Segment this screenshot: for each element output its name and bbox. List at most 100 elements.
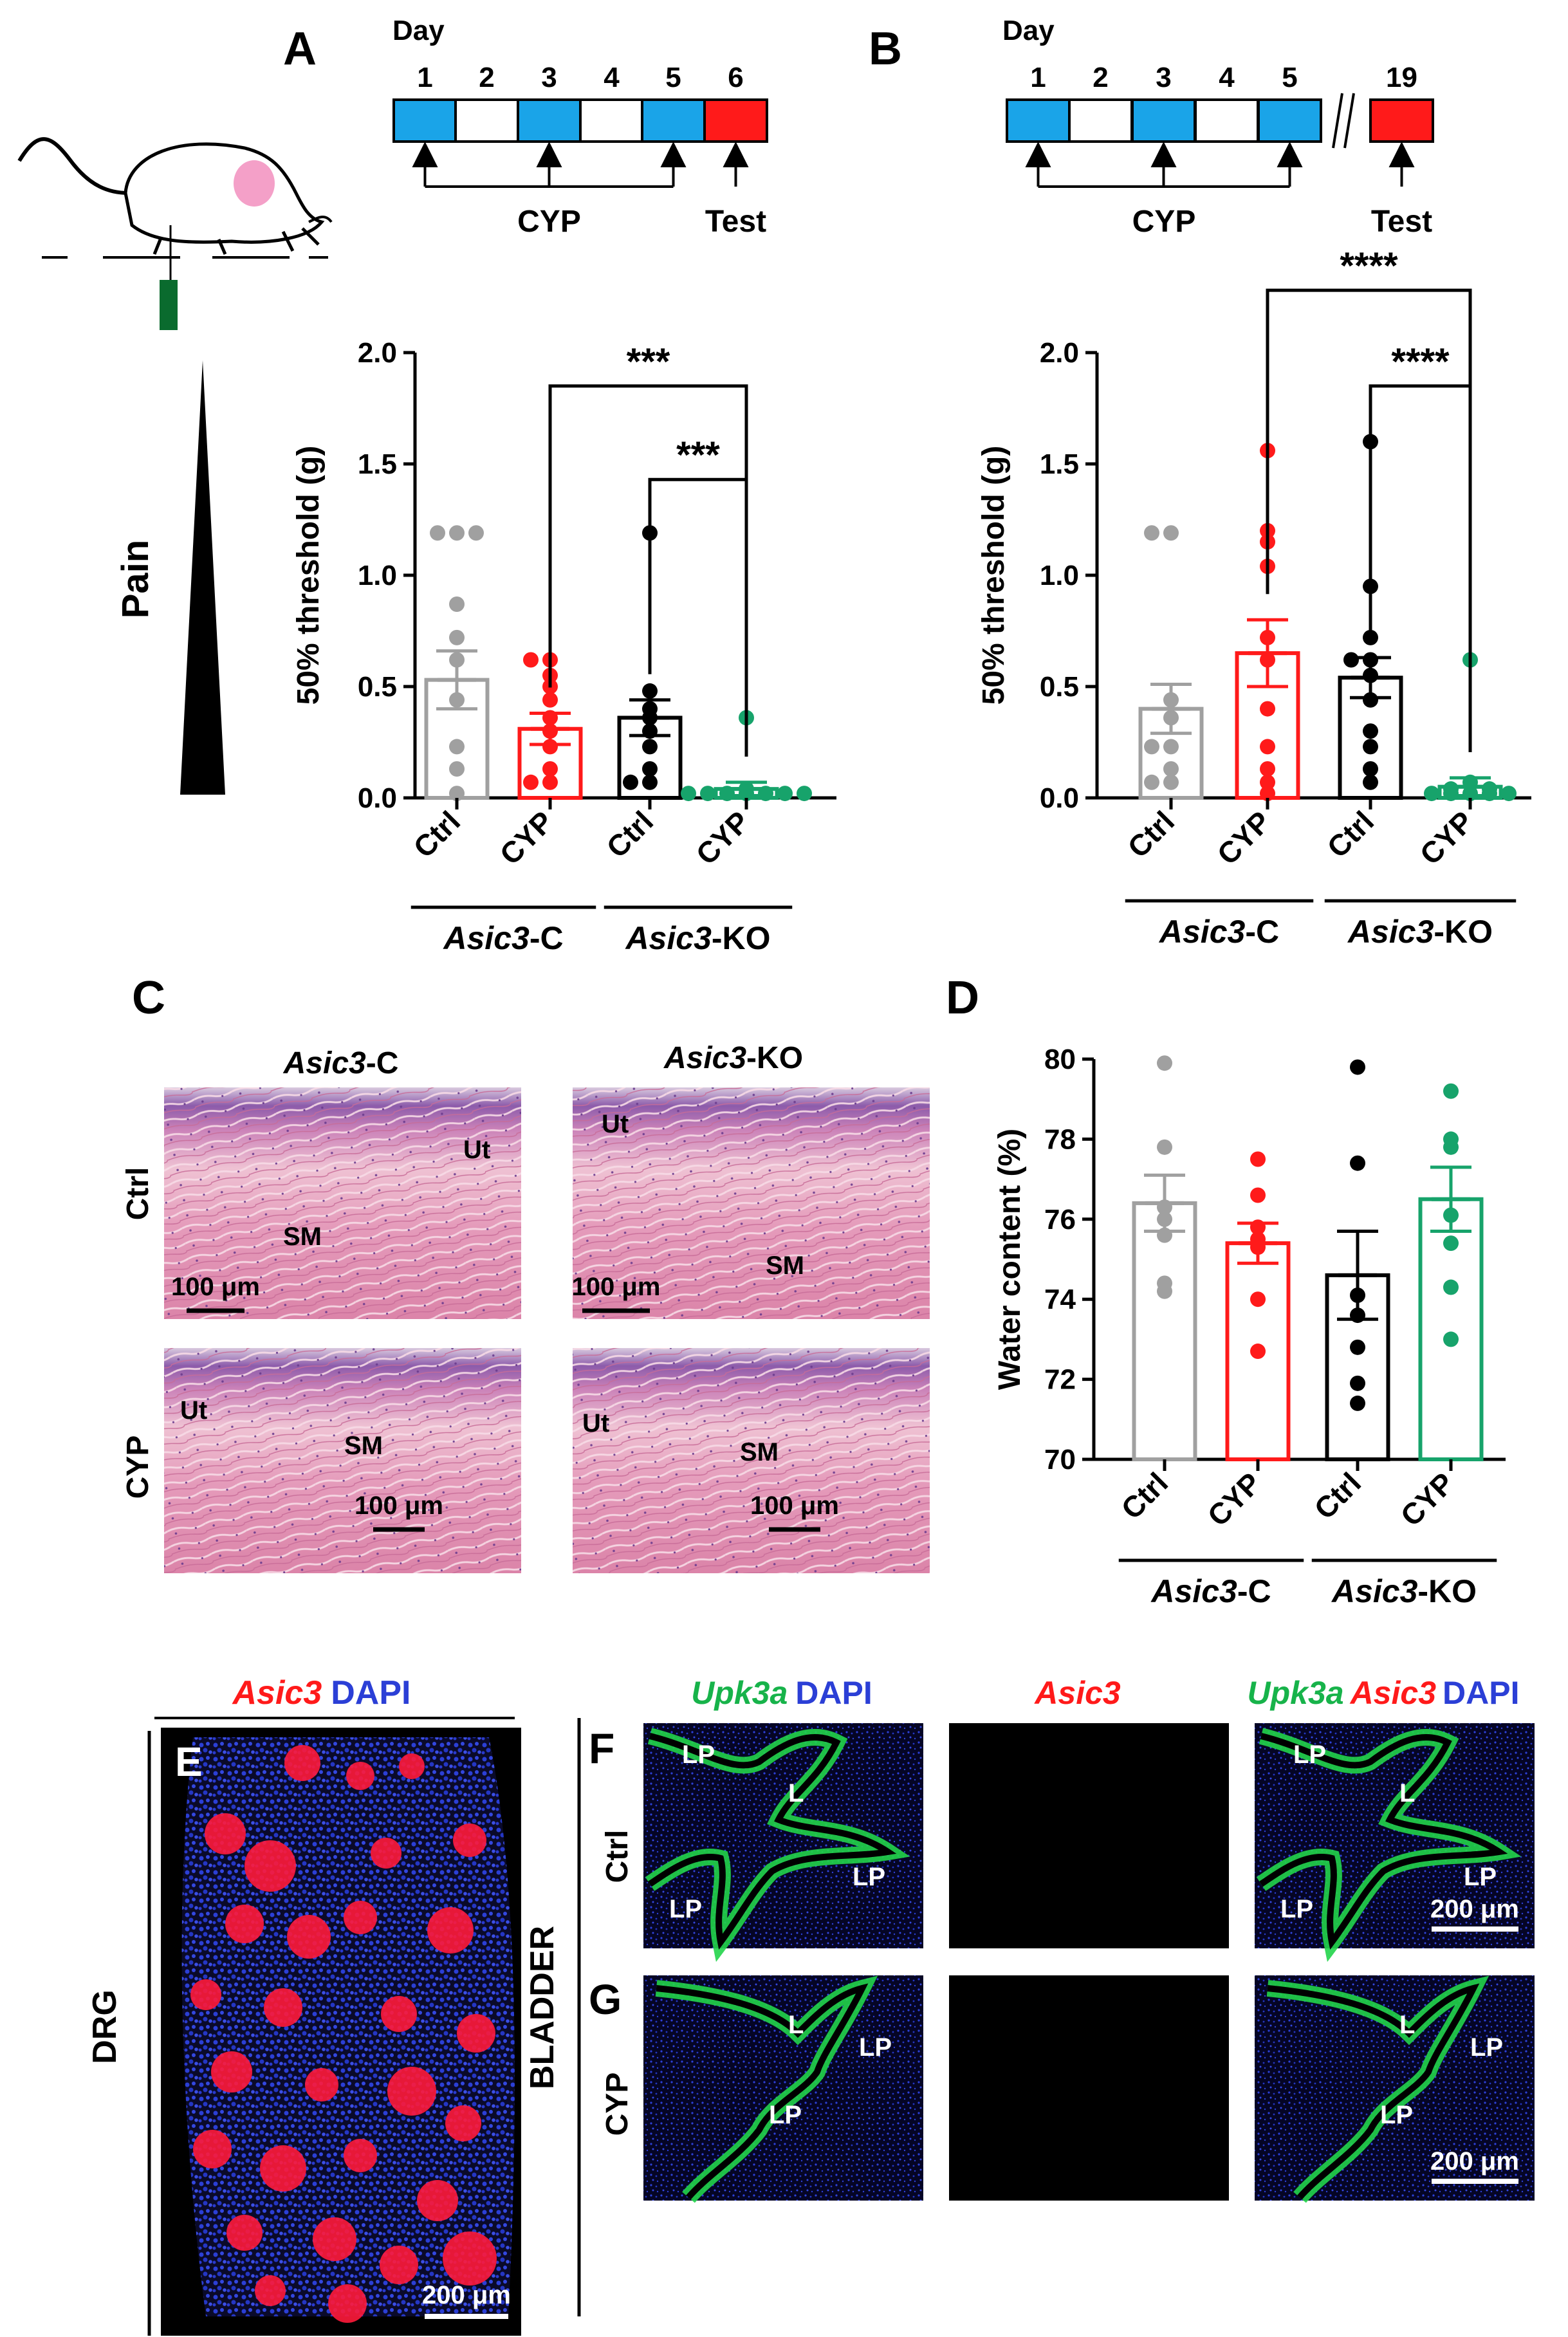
he-urothelium-label: Ut — [582, 1409, 609, 1437]
data-point — [1144, 774, 1159, 790]
data-point — [449, 761, 465, 777]
asic3-channel-image — [949, 1975, 1229, 2201]
data-point — [449, 652, 465, 668]
bladder-image — [643, 1975, 923, 2201]
panel-f-header-1: Upk3a DAPI — [691, 1675, 872, 1711]
he-scale-label: 100 μm — [171, 1273, 260, 1301]
data-point — [1163, 774, 1179, 790]
data-point — [1350, 1307, 1365, 1324]
significance-stars: **** — [1391, 341, 1450, 383]
y-tick-label: 1.5 — [358, 448, 397, 480]
he-muscle-fibers — [164, 1348, 521, 1573]
data-point — [1443, 1235, 1459, 1252]
panel-a: A Day 1 2 3 4 5 6 CYP Test Pain 0.0 0.5 1.0 1.5 2.0… — [17, 15, 836, 956]
timeline-day-number: 2 — [1093, 62, 1108, 93]
y-tick-label: 0.0 — [358, 782, 397, 814]
bladder-scale-label: 200 μm — [1430, 1895, 1519, 1923]
bladder-region-label: LP — [1470, 2033, 1503, 2062]
data-point — [1363, 774, 1378, 790]
timeline-test-label: Test — [705, 205, 766, 239]
drg-neuron — [244, 1840, 296, 1892]
x-tick-label: Ctrl — [1307, 1466, 1367, 1526]
data-point — [1443, 786, 1459, 802]
timeline-a-day-label: Day — [392, 15, 445, 46]
drg-neuron — [453, 1824, 486, 1857]
he-muscle-fibers — [164, 1087, 521, 1319]
x-tick-label: Ctrl — [1114, 1466, 1174, 1526]
data-point — [449, 629, 465, 645]
timeline-break-mark — [1343, 93, 1355, 149]
data-point — [542, 692, 558, 708]
data-point — [468, 525, 484, 541]
data-point — [642, 710, 658, 726]
he-smooth-muscle-label: SM — [766, 1252, 804, 1280]
drg-neuron — [387, 2067, 436, 2116]
timeline-day-box — [1068, 98, 1133, 143]
x-tick-label: Ctrl — [600, 804, 659, 864]
data-point — [642, 761, 658, 777]
mouse-body — [124, 142, 325, 244]
data-point — [1363, 652, 1378, 668]
y-tick-label: 80 — [1044, 1044, 1076, 1075]
data-point — [1363, 692, 1378, 708]
timeline-day-number: 19 — [1386, 62, 1417, 93]
he-smooth-muscle-label: SM — [740, 1438, 779, 1466]
y-tick-label: 1.0 — [1040, 560, 1079, 591]
panel-c-row-label-ctrl: Ctrl — [121, 1167, 155, 1221]
data-point — [1462, 786, 1478, 802]
he-scale-label: 100 μm — [750, 1492, 839, 1520]
bladder-region-label: LP — [669, 1895, 702, 1923]
asic3-channel-image — [949, 1723, 1229, 1948]
panel-letter-d: D — [946, 972, 979, 1024]
y-axis-title: Water content (%) — [993, 1129, 1027, 1390]
bladder-image-grid: LP L LP LP LP L LP LP 200 μm L LP LP L LP LP 200 μm — [643, 1723, 1535, 2203]
drg-neuron — [284, 1745, 320, 1781]
panel-e: Asic3 DAPI DRG E 200 μm — [86, 1674, 521, 2336]
data-point — [1501, 786, 1517, 802]
mouse-tail — [17, 137, 129, 195]
bladder-region-label: LP — [769, 2101, 802, 2129]
timeline-day-box — [1257, 98, 1322, 143]
timeline-day-number: 3 — [541, 62, 557, 93]
data-point — [1157, 1211, 1172, 1227]
panel-d: D 70 72 74 76 78 80 Water content (%) Ctrl CYP Ct… — [946, 972, 1506, 1609]
data-point — [700, 786, 715, 802]
x-tick-label: CYP — [1413, 804, 1480, 871]
drg-neuron — [205, 1813, 246, 1854]
panel-fg: Upk3a DAPI Asic3 Upk3a Asic3 DAPI BLADDER F… — [524, 1675, 1535, 2316]
drg-neuron — [193, 2130, 232, 2168]
data-point — [523, 652, 539, 668]
y-tick-label: 70 — [1044, 1444, 1076, 1475]
data-point — [681, 786, 696, 802]
drg-neuron — [211, 2051, 252, 2092]
data-point — [1163, 525, 1179, 541]
bladder-image — [1255, 1723, 1535, 1948]
data-point — [449, 739, 465, 755]
significance-bracket — [1369, 384, 1472, 752]
timeline-day-number: 2 — [479, 62, 494, 93]
data-point — [1260, 761, 1275, 777]
data-point — [1157, 1055, 1172, 1071]
timeline-day-box — [579, 98, 644, 143]
timeline-a: 1 2 3 4 5 6 CYP Test — [392, 62, 768, 239]
timeline-day-number: 1 — [1030, 62, 1046, 93]
data-point — [1443, 1331, 1459, 1347]
he-urothelium-label: Ut — [180, 1396, 207, 1425]
group-label: Asic3-C — [1158, 914, 1279, 950]
data-point — [777, 786, 793, 802]
y-tick-label: 74 — [1044, 1284, 1076, 1315]
panel-c-row-label-cyp: CYP — [121, 1436, 155, 1499]
data-point — [1260, 652, 1275, 668]
drg-neuron — [225, 1905, 264, 1943]
data-point — [1163, 710, 1179, 726]
data-point — [449, 525, 465, 541]
y-axis-title: 50% threshold (g) — [977, 446, 1011, 705]
data-point — [1350, 1287, 1365, 1303]
drg-neuron — [264, 1988, 302, 2027]
significance-bracket — [648, 477, 748, 757]
data-point — [758, 786, 773, 802]
data-point — [797, 786, 812, 802]
data-point — [1443, 1279, 1459, 1295]
panel-letter-e: E — [175, 1739, 203, 1785]
